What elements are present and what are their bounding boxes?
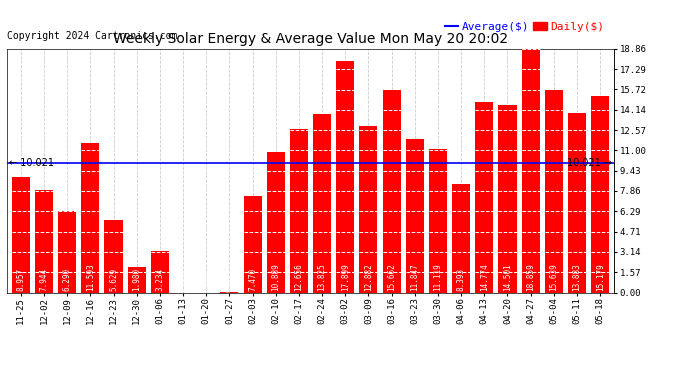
- Bar: [591, 96, 609, 292]
- Text: Copyright 2024 Cartronics.com: Copyright 2024 Cartronics.com: [7, 32, 177, 42]
- Text: 18.859: 18.859: [526, 263, 535, 291]
- Text: 0.000: 0.000: [179, 269, 188, 292]
- Bar: [336, 61, 354, 292]
- Text: 11.593: 11.593: [86, 263, 95, 291]
- Text: 17.899: 17.899: [341, 263, 350, 291]
- Text: 7.944: 7.944: [39, 267, 48, 291]
- Text: 10.021 →: 10.021 →: [566, 158, 612, 168]
- Bar: [58, 211, 76, 292]
- Bar: [290, 129, 308, 292]
- Text: 13.883: 13.883: [573, 263, 582, 291]
- Bar: [313, 114, 331, 292]
- Text: 5.629: 5.629: [109, 267, 118, 291]
- Bar: [382, 90, 401, 292]
- Text: 15.639: 15.639: [549, 263, 558, 291]
- Bar: [522, 49, 540, 292]
- Text: 1.980: 1.980: [132, 267, 141, 291]
- Bar: [104, 220, 123, 292]
- Bar: [35, 190, 53, 292]
- Text: 11.119: 11.119: [433, 263, 442, 291]
- Text: 12.882: 12.882: [364, 263, 373, 291]
- Text: ← 10.021: ← 10.021: [9, 158, 55, 168]
- Bar: [498, 105, 517, 292]
- Text: 8.393: 8.393: [457, 267, 466, 291]
- Bar: [151, 251, 169, 292]
- Text: 12.656: 12.656: [295, 263, 304, 291]
- Text: 13.825: 13.825: [317, 263, 326, 291]
- Bar: [429, 149, 447, 292]
- Text: 14.774: 14.774: [480, 263, 489, 291]
- Bar: [12, 177, 30, 292]
- Bar: [545, 90, 563, 292]
- Text: 14.501: 14.501: [503, 263, 512, 291]
- Text: 7.470: 7.470: [248, 267, 257, 291]
- Title: Weekly Solar Energy & Average Value Mon May 20 20:02: Weekly Solar Energy & Average Value Mon …: [113, 32, 508, 46]
- Text: 11.847: 11.847: [411, 263, 420, 291]
- Bar: [568, 113, 586, 292]
- Bar: [128, 267, 146, 292]
- Bar: [267, 152, 285, 292]
- Bar: [475, 102, 493, 292]
- Bar: [452, 184, 470, 292]
- Legend: Average($), Daily($): Average($), Daily($): [440, 18, 609, 37]
- Text: 10.889: 10.889: [271, 263, 280, 291]
- Text: 8.957: 8.957: [17, 267, 26, 291]
- Text: 0.013: 0.013: [225, 269, 234, 292]
- Bar: [406, 140, 424, 292]
- Bar: [244, 196, 262, 292]
- Bar: [359, 126, 377, 292]
- Text: 15.179: 15.179: [595, 263, 604, 291]
- Text: 15.662: 15.662: [387, 263, 396, 291]
- Text: 6.290: 6.290: [63, 267, 72, 291]
- Text: 3.234: 3.234: [155, 267, 164, 291]
- Bar: [81, 142, 99, 292]
- Text: 0.000: 0.000: [201, 269, 210, 292]
